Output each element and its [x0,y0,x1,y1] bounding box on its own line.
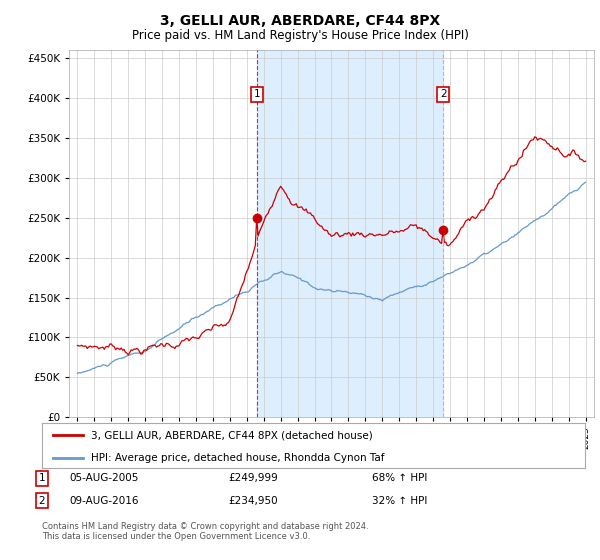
Text: 68% ↑ HPI: 68% ↑ HPI [372,473,427,483]
Text: 1: 1 [38,473,46,483]
Bar [257,50,443,417]
Text: 05-AUG-2005: 05-AUG-2005 [69,473,139,483]
Text: 2: 2 [440,89,446,99]
Text: 32% ↑ HPI: 32% ↑ HPI [372,496,427,506]
Text: 3, GELLI AUR, ABERDARE, CF44 8PX (detached house): 3, GELLI AUR, ABERDARE, CF44 8PX (detach… [91,430,373,440]
Text: £249,999: £249,999 [228,473,278,483]
Text: 09-AUG-2016: 09-AUG-2016 [69,496,139,506]
Text: Contains HM Land Registry data © Crown copyright and database right 2024.
This d: Contains HM Land Registry data © Crown c… [42,522,368,542]
Text: 3, GELLI AUR, ABERDARE, CF44 8PX: 3, GELLI AUR, ABERDARE, CF44 8PX [160,14,440,28]
Text: HPI: Average price, detached house, Rhondda Cynon Taf: HPI: Average price, detached house, Rhon… [91,452,385,463]
Text: Price paid vs. HM Land Registry's House Price Index (HPI): Price paid vs. HM Land Registry's House … [131,29,469,42]
Text: 2: 2 [38,496,46,506]
Text: 1: 1 [254,89,260,99]
Text: £234,950: £234,950 [228,496,278,506]
